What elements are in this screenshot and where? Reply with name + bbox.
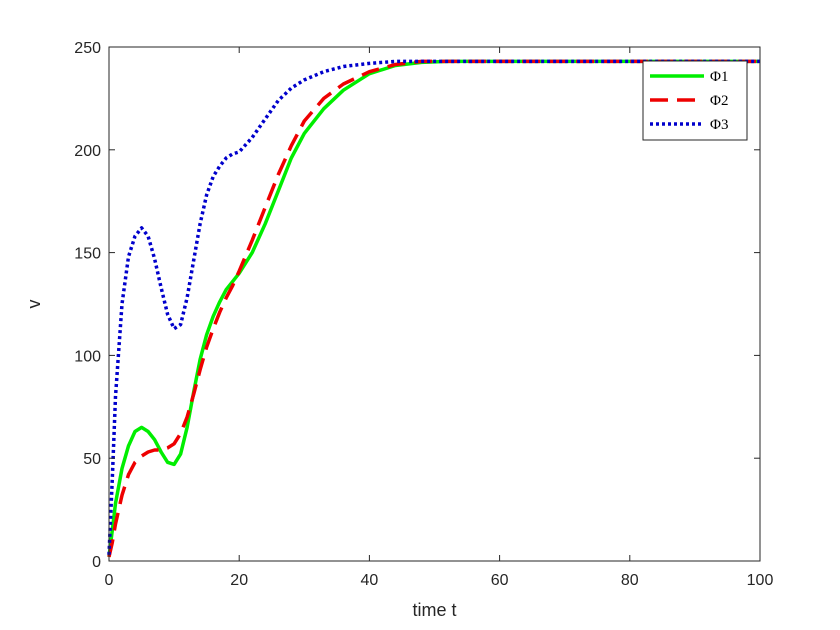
y-tick-label: 150 [74, 246, 101, 263]
legend: Φ1 Φ2 Φ3 [642, 60, 748, 141]
y-tick-label: 200 [74, 143, 101, 160]
legend-label-3: Φ3 [710, 117, 728, 133]
y-tick-label: 0 [92, 554, 101, 571]
y-axis-ticks: 0 50 100 150 200 250 [74, 40, 760, 571]
plot-frame [108, 46, 761, 562]
x-axis-ticks: 0 20 40 60 80 100 [105, 47, 774, 589]
y-tick-label: 250 [74, 40, 101, 57]
series-line-3 [107, 59, 760, 555]
y-tick-label: 100 [74, 348, 101, 365]
x-tick-label: 20 [230, 572, 248, 589]
x-tick-label: 100 [747, 572, 774, 589]
y-tick-label: 50 [83, 451, 101, 468]
x-tick-label: 60 [491, 572, 509, 589]
x-tick-label: 0 [105, 572, 114, 589]
series-line-1 [107, 59, 760, 558]
x-tick-label: 80 [621, 572, 639, 589]
series-layer [107, 59, 760, 558]
legend-label-1: Φ1 [710, 69, 728, 85]
legend-label-2: Φ2 [710, 93, 728, 109]
series-line-2 [107, 59, 760, 558]
y-axis-label: v [24, 300, 44, 309]
x-tick-label: 40 [361, 572, 379, 589]
x-axis-label: time t [412, 600, 456, 620]
